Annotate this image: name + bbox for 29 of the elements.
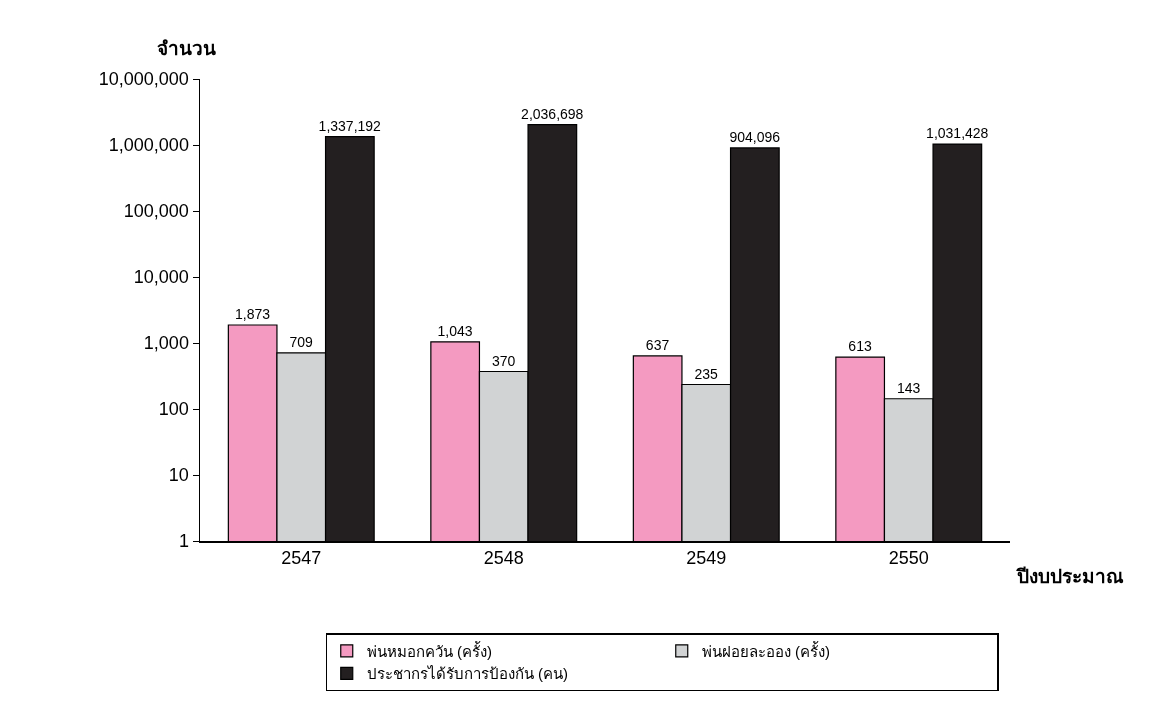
data-label: 637 [645,336,670,353]
data-label: 709 [289,333,314,350]
data-label: 1,043 [437,322,473,339]
y-tick-label: 100,000 [123,201,189,222]
data-label: 143 [896,379,921,396]
data-label: 613 [848,338,872,355]
y-tick-label: 100 [158,399,189,420]
x-tick-label: 2549 [686,548,727,569]
y-tick-label: 10 [168,465,189,486]
x-tick-label: 2547 [281,548,322,569]
y-tick-label: 1,000,000 [108,135,189,156]
data-label: 235 [694,365,719,382]
legend-label: พ่นหมอกควัน (ครั้ง) [366,640,492,660]
y-tick-label: 10,000,000 [98,69,189,90]
data-label: 1,337,192 [318,117,382,134]
data-label: 1,031,428 [926,125,989,142]
y-tick-label: 1 [178,531,189,552]
data-label: 2,036,698 [521,105,584,122]
legend-label: พ่นฝอยละออง (ครั้ง) [701,640,830,660]
data-label: 1,873 [235,306,271,323]
x-tick-label: 2548 [483,548,524,569]
data-label: 370 [491,352,516,369]
y-tick-label: 10,000 [133,267,189,288]
legend-label: ประชากรได้รับการป้องกัน (คน) [366,665,568,683]
x-tick-label: 2550 [888,548,929,569]
y-axis-title: จำนวน [157,38,216,59]
data-label: 904,096 [729,128,781,145]
x-axis-title: ปีงบประมาณ [1016,566,1124,587]
y-tick-label: 1,000 [143,333,189,354]
